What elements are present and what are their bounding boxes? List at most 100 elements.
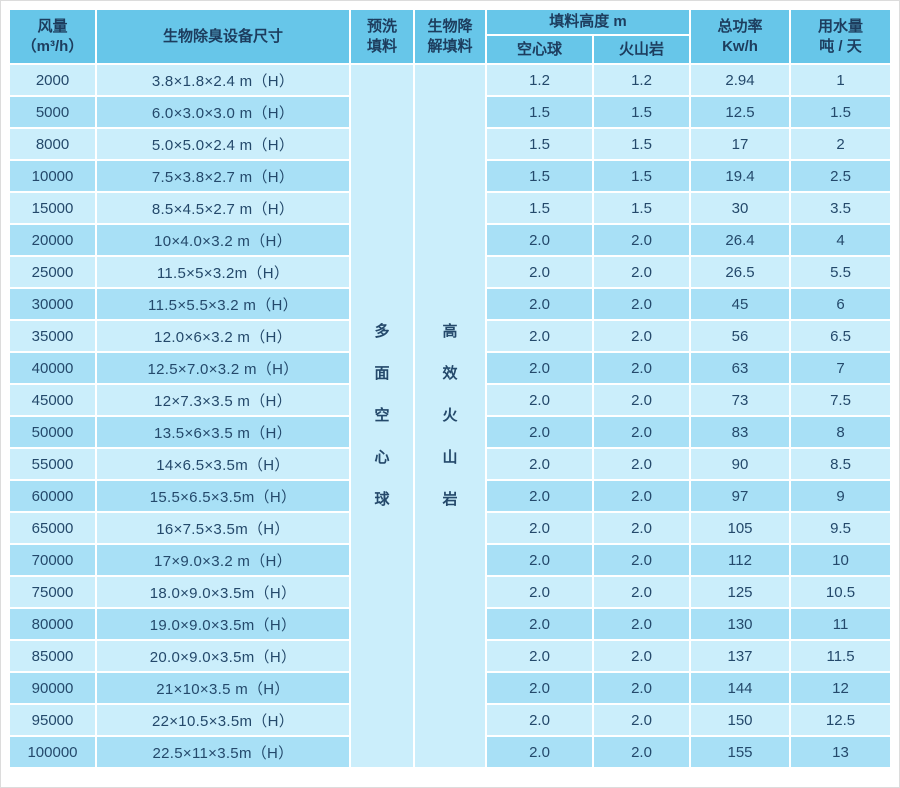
- cell-water-usage: 6.5: [791, 321, 891, 351]
- table-row: 25000 11.5×5×3.2m（H） 2.0 2.0 26.5 5.5: [10, 257, 891, 287]
- prewash-filler-vertical-text: 多面空心球: [374, 323, 390, 508]
- cell-volcanic-rock-height: 2.0: [594, 705, 690, 735]
- cell-size: 19.0×9.0×3.5m（H）: [97, 609, 349, 639]
- cell-size: 22×10.5×3.5m（H）: [97, 705, 349, 735]
- cell-airflow: 55000: [10, 449, 95, 479]
- cell-water-usage: 2: [791, 129, 891, 159]
- table-row: 40000 12.5×7.0×3.2 m（H） 2.0 2.0 63 7: [10, 353, 891, 383]
- cell-total-power: 130: [691, 609, 790, 639]
- table-row: 80000 19.0×9.0×3.5m（H） 2.0 2.0 130 11: [10, 609, 891, 639]
- cell-size: 17×9.0×3.2 m（H）: [97, 545, 349, 575]
- cell-hollow-ball-height: 2.0: [487, 257, 592, 287]
- cell-total-power: 73: [691, 385, 790, 415]
- cell-hollow-ball-height: 2.0: [487, 609, 592, 639]
- cell-hollow-ball-height: 2.0: [487, 737, 592, 767]
- cell-airflow: 65000: [10, 513, 95, 543]
- cell-airflow: 75000: [10, 577, 95, 607]
- table-row: 70000 17×9.0×3.2 m（H） 2.0 2.0 112 10: [10, 545, 891, 575]
- cell-airflow: 2000: [10, 65, 95, 95]
- cell-water-usage: 10.5: [791, 577, 891, 607]
- cell-airflow: 45000: [10, 385, 95, 415]
- cell-water-usage: 12.5: [791, 705, 891, 735]
- cell-water-usage: 4: [791, 225, 891, 255]
- cell-volcanic-rock-height: 2.0: [594, 577, 690, 607]
- header-prewash-line2: 填料: [366, 37, 397, 55]
- cell-airflow: 90000: [10, 673, 95, 703]
- cell-volcanic-rock-height: 1.2: [594, 65, 690, 95]
- header-airflow: 风量 （m³/h）: [10, 10, 95, 63]
- cell-airflow: 20000: [10, 225, 95, 255]
- cell-hollow-ball-height: 2.0: [487, 417, 592, 447]
- cell-volcanic-rock-height: 2.0: [594, 737, 690, 767]
- cell-water-usage: 8.5: [791, 449, 891, 479]
- cell-total-power: 63: [691, 353, 790, 383]
- cell-volcanic-rock-height: 1.5: [594, 97, 690, 127]
- header-power-line1: 总功率: [717, 17, 763, 35]
- cell-volcanic-rock-height: 2.0: [594, 673, 690, 703]
- cell-volcanic-rock-height: 2.0: [594, 353, 690, 383]
- cell-water-usage: 13: [791, 737, 891, 767]
- table-row: 60000 15.5×6.5×3.5m（H） 2.0 2.0 97 9: [10, 481, 891, 511]
- table-row: 50000 13.5×6×3.5 m（H） 2.0 2.0 83 8: [10, 417, 891, 447]
- cell-hollow-ball-height: 1.5: [487, 129, 592, 159]
- cell-hollow-ball-height: 1.5: [487, 161, 592, 191]
- table-row: 10000 7.5×3.8×2.7 m（H） 1.5 1.5 19.4 2.5: [10, 161, 891, 191]
- cell-airflow: 15000: [10, 193, 95, 223]
- cell-size: 20.0×9.0×3.5m（H）: [97, 641, 349, 671]
- cell-airflow: 5000: [10, 97, 95, 127]
- cell-hollow-ball-height: 2.0: [487, 321, 592, 351]
- cell-volcanic-rock-height: 2.0: [594, 321, 690, 351]
- cell-water-usage: 9.5: [791, 513, 891, 543]
- table-body: 2000 3.8×1.8×2.4 m（H） 多面空心球 高效火山岩 1.2 1.2 2.94…: [10, 65, 891, 767]
- cell-volcanic-rock-height: 2.0: [594, 385, 690, 415]
- cell-total-power: 90: [691, 449, 790, 479]
- cell-total-power: 97: [691, 481, 790, 511]
- cell-size: 12.5×7.0×3.2 m（H）: [97, 353, 349, 383]
- table-row: 65000 16×7.5×3.5m（H） 2.0 2.0 105 9.5: [10, 513, 891, 543]
- cell-total-power: 83: [691, 417, 790, 447]
- cell-airflow: 40000: [10, 353, 95, 383]
- header-total-power: 总功率 Kw/h: [691, 10, 790, 63]
- cell-hollow-ball-height: 2.0: [487, 225, 592, 255]
- cell-size: 11.5×5×3.2m（H）: [97, 257, 349, 287]
- table-row: 55000 14×6.5×3.5m（H） 2.0 2.0 90 8.5: [10, 449, 891, 479]
- cell-size: 8.5×4.5×2.7 m（H）: [97, 193, 349, 223]
- cell-total-power: 155: [691, 737, 790, 767]
- cell-volcanic-rock-height: 2.0: [594, 257, 690, 287]
- header-airflow-line1: 风量: [37, 17, 68, 35]
- table-header: 风量 （m³/h） 生物除臭设备尺寸 预洗 填料 生物降 解填料 填料高度 m …: [10, 10, 891, 63]
- table-row: 100000 22.5×11×3.5m（H） 2.0 2.0 155 13: [10, 737, 891, 767]
- cell-size: 22.5×11×3.5m（H）: [97, 737, 349, 767]
- cell-airflow: 25000: [10, 257, 95, 287]
- cell-water-usage: 9: [791, 481, 891, 511]
- cell-volcanic-rock-height: 2.0: [594, 289, 690, 319]
- cell-total-power: 17: [691, 129, 790, 159]
- cell-size: 15.5×6.5×3.5m（H）: [97, 481, 349, 511]
- cell-hollow-ball-height: 2.0: [487, 545, 592, 575]
- cell-volcanic-rock-height: 2.0: [594, 225, 690, 255]
- table-row: 90000 21×10×3.5 m（H） 2.0 2.0 144 12: [10, 673, 891, 703]
- cell-size: 11.5×5.5×3.2 m（H）: [97, 289, 349, 319]
- header-bio-filler: 生物降 解填料: [415, 10, 485, 63]
- cell-size: 12×7.3×3.5 m（H）: [97, 385, 349, 415]
- header-water-line1: 用水量: [818, 17, 864, 35]
- subheader-hollow-ball: 空心球: [487, 36, 592, 63]
- table-row: 2000 3.8×1.8×2.4 m（H） 多面空心球 高效火山岩 1.2 1.2 2.94…: [10, 65, 891, 767]
- cell-size: 21×10×3.5 m（H）: [97, 673, 349, 703]
- table-row: 30000 11.5×5.5×3.2 m（H） 2.0 2.0 45 6: [10, 289, 891, 319]
- cell-total-power: 45: [691, 289, 790, 319]
- table-row: 20000 10×4.0×3.2 m（H） 2.0 2.0 26.4 4: [10, 225, 891, 255]
- cell-total-power: 56: [691, 321, 790, 351]
- cell-airflow: 95000: [10, 705, 95, 735]
- cell-water-usage: 6: [791, 289, 891, 319]
- table-row: 35000 12.0×6×3.2 m（H） 2.0 2.0 56 6.5: [10, 321, 891, 351]
- cell-airflow: 80000: [10, 609, 95, 639]
- header-prewash-line1: 预洗: [366, 17, 397, 35]
- cell-hollow-ball-height: 2.0: [487, 353, 592, 383]
- header-water-usage: 用水量 吨 / 天: [791, 10, 891, 63]
- cell-water-usage: 1: [791, 65, 891, 95]
- cell-water-usage: 5.5: [791, 257, 891, 287]
- header-equipment-size: 生物除臭设备尺寸: [97, 10, 349, 63]
- cell-hollow-ball-height: 2.0: [487, 513, 592, 543]
